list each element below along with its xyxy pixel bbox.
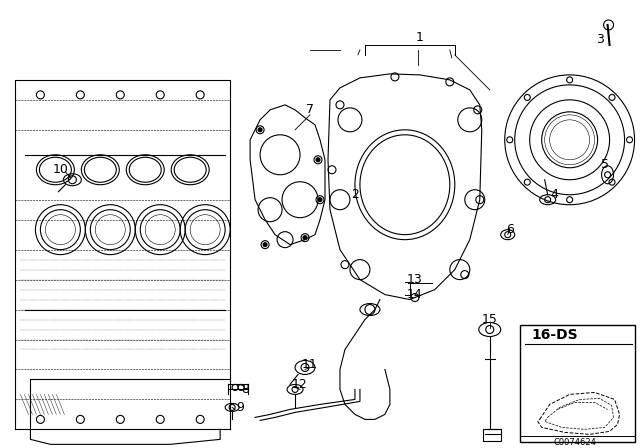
Text: 10: 10 (52, 163, 68, 176)
Circle shape (316, 158, 320, 162)
Text: 6: 6 (506, 223, 514, 236)
Circle shape (263, 243, 267, 247)
Text: 9: 9 (236, 401, 244, 414)
Text: 11: 11 (302, 358, 318, 371)
Circle shape (303, 236, 307, 240)
Bar (483, 429, 500, 441)
Text: 2: 2 (351, 188, 359, 201)
Text: 1: 1 (416, 31, 424, 44)
Text: 5: 5 (600, 158, 609, 171)
Text: C0074624: C0074624 (553, 438, 596, 447)
Text: 3: 3 (596, 34, 604, 47)
Bar (520, 324, 634, 442)
Text: 4: 4 (551, 188, 559, 201)
Text: 7: 7 (306, 103, 314, 116)
Text: 8: 8 (241, 383, 249, 396)
Text: 16-DS: 16-DS (531, 327, 578, 341)
Circle shape (318, 198, 322, 202)
Text: 14: 14 (407, 288, 423, 301)
Text: 12: 12 (292, 378, 308, 391)
Text: 15: 15 (482, 313, 498, 326)
Text: 13: 13 (407, 273, 423, 286)
Circle shape (258, 128, 262, 132)
